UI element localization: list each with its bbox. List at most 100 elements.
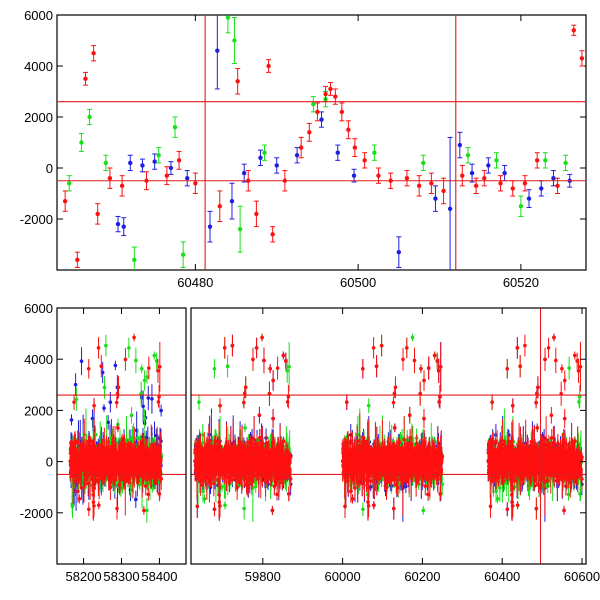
- bottom-data-point: [141, 404, 145, 409]
- bottom-data-point: [145, 460, 150, 465]
- bottom-data-point: [152, 353, 157, 358]
- top-data-point: [103, 160, 109, 166]
- bottom-data-point: [127, 346, 131, 350]
- bottom-data-point: [92, 403, 96, 408]
- bottom-data-point: [146, 396, 151, 400]
- top-data-point: [237, 227, 243, 232]
- bottom-data-point: [99, 468, 104, 473]
- bottom-data-point: [132, 335, 136, 340]
- bottom-data-point: [93, 432, 98, 437]
- bottom-data-point: [150, 459, 155, 463]
- top-data-point: [522, 181, 528, 186]
- top-data-point: [307, 130, 312, 135]
- top-data-point: [416, 183, 422, 189]
- bottom-data-point: [114, 400, 119, 405]
- top-data-point: [579, 56, 585, 61]
- top-data-point: [571, 28, 576, 33]
- top-data-point: [526, 196, 532, 201]
- top-data-point: [473, 183, 479, 189]
- bottom-y-tick-label: 6000: [24, 301, 53, 316]
- top-x-tick-label: 60520: [503, 275, 539, 290]
- bottom-data-point: [139, 366, 144, 371]
- top-data-point: [429, 181, 434, 186]
- top-data-point: [441, 188, 446, 194]
- top-data-point: [543, 158, 548, 163]
- top-data-point: [225, 15, 231, 20]
- top-data-point: [235, 79, 240, 84]
- bottom-data-point: [156, 452, 160, 457]
- bottom-data-point: [134, 497, 138, 502]
- top-data-point: [319, 117, 324, 122]
- top-data-point: [79, 140, 84, 145]
- top-data-point: [433, 196, 438, 201]
- bottom-data-point: [136, 436, 140, 440]
- top-data-point: [486, 163, 491, 168]
- bottom-data-point: [102, 406, 106, 410]
- top-data-point: [457, 142, 463, 148]
- top-panel: -2000 0 2000 4000 6000 60480 60500 60520: [20, 8, 587, 290]
- top-data-point: [498, 181, 503, 186]
- top-data-point: [156, 153, 161, 158]
- bottom-y-tick-label: 4000: [24, 352, 53, 367]
- bottom-data-point: [121, 477, 126, 482]
- top-data-point: [140, 163, 145, 168]
- bottom-plot-area: [57, 333, 186, 523]
- top-data-point: [164, 173, 170, 178]
- bottom-segment-1: 58200 58300 58400 -2000 0 2000 4000 6000: [20, 301, 187, 584]
- top-data-point: [460, 173, 465, 178]
- bottom-data-point: [72, 460, 77, 464]
- top-data-point: [376, 173, 381, 178]
- top-data-point: [311, 102, 316, 107]
- bottom-data-point: [116, 426, 120, 430]
- bottom-data-point: [102, 463, 107, 467]
- bottom-data-point: [104, 449, 109, 454]
- top-y-tick-label: 0: [46, 161, 53, 176]
- bottom-data-point: [152, 439, 157, 443]
- bottom-data-point: [125, 461, 130, 466]
- top-data-point: [339, 109, 345, 115]
- bottom-data-point: [138, 469, 143, 474]
- bottom-data-point: [201, 433, 205, 437]
- bottom-data-point: [99, 457, 104, 462]
- bottom-data-point: [156, 446, 160, 451]
- bottom-segment-2: 59800 60000 60200 60400 60600: [190, 307, 600, 584]
- bottom-x-tick-label: 58400: [141, 569, 177, 584]
- top-data-point: [352, 145, 358, 150]
- top-data-point: [83, 76, 88, 81]
- bottom-x-tick-label: 58200: [65, 569, 101, 584]
- bottom-data-point: [142, 508, 146, 513]
- top-data-point: [346, 127, 351, 132]
- top-data-point: [87, 114, 92, 120]
- bottom-data-point: [92, 504, 96, 508]
- top-data-point: [107, 176, 113, 181]
- top-data-point: [95, 211, 100, 217]
- bottom-y-tick-label: 2000: [24, 403, 53, 418]
- bottom-data-point: [116, 385, 121, 390]
- top-data-point: [518, 204, 524, 209]
- bottom-data-point: [86, 481, 90, 486]
- top-y-tick-label: 2000: [24, 110, 53, 125]
- top-data-point: [482, 176, 487, 181]
- bottom-data-point: [129, 413, 134, 418]
- top-data-point: [328, 86, 333, 92]
- bottom-data-point: [98, 446, 103, 450]
- bottom-data-point: [96, 503, 101, 508]
- bottom-data-point: [127, 438, 132, 442]
- bottom-data-point: [145, 474, 150, 479]
- bottom-data-point: [128, 457, 132, 462]
- bottom-data-point: [108, 468, 112, 473]
- bottom-data-point: [74, 464, 79, 469]
- bottom-data-point: [100, 475, 105, 479]
- top-data-point: [207, 224, 213, 229]
- bottom-data-point: [73, 382, 78, 387]
- bottom-data-point: [121, 449, 126, 454]
- bottom-data-point: [93, 457, 98, 462]
- top-plot-area: [57, 15, 586, 270]
- bottom-data-point: [131, 455, 136, 459]
- bottom-data-point: [151, 453, 155, 458]
- top-data-point: [421, 160, 426, 166]
- bottom-data-point: [128, 467, 133, 472]
- bottom-data-point: [122, 446, 126, 450]
- top-x-tick-label: 60500: [340, 275, 376, 290]
- top-data-point: [563, 160, 568, 166]
